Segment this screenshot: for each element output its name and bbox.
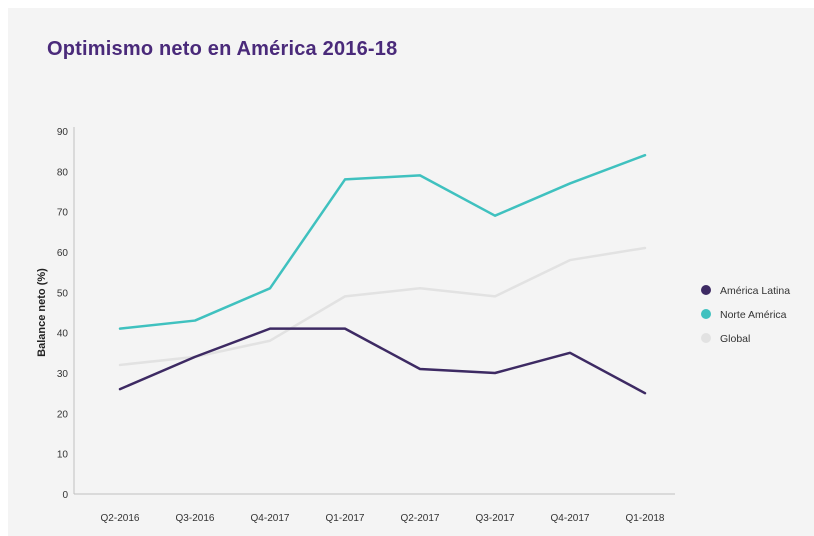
x-tick-label: Q1-2018 <box>626 513 665 524</box>
x-tick-label: Q3-2017 <box>476 513 515 524</box>
legend-label: Norte América <box>720 309 787 321</box>
y-tick-label: 10 <box>57 450 69 461</box>
legend-label: Global <box>720 333 750 345</box>
y-axis-label: Balance neto (%) <box>36 268 48 357</box>
y-tick-label: 40 <box>57 329 69 340</box>
legend-label: América Latina <box>720 285 790 297</box>
x-tick-label: Q2-2016 <box>101 513 140 524</box>
y-tick-label: 0 <box>62 490 68 501</box>
y-tick-label: 50 <box>57 288 69 299</box>
legend-marker <box>701 285 711 295</box>
x-tick-label: Q4-2017 <box>551 513 590 524</box>
y-tick-label: 60 <box>57 248 69 259</box>
series-line-norte-america <box>118 153 647 330</box>
x-tick-label: Q4-2017 <box>251 513 290 524</box>
series-line-global <box>118 246 647 367</box>
legend-marker <box>701 333 711 343</box>
y-tick-label: 70 <box>57 208 69 219</box>
series-line-america-latina <box>118 327 647 395</box>
x-tick-label: Q3-2016 <box>176 513 215 524</box>
chart-title: Optimismo neto en América 2016-18 <box>47 38 398 60</box>
y-tick-label: 20 <box>57 409 69 420</box>
y-tick-label: 90 <box>57 127 69 138</box>
x-tick-label: Q2-2017 <box>401 513 440 524</box>
chart-card: Optimismo neto en América 2016-18 <box>8 8 814 536</box>
legend-marker <box>701 309 711 319</box>
x-tick-label: Q1-2017 <box>326 513 365 524</box>
y-tick-label: 80 <box>57 167 69 178</box>
y-tick-label: 30 <box>57 369 69 380</box>
